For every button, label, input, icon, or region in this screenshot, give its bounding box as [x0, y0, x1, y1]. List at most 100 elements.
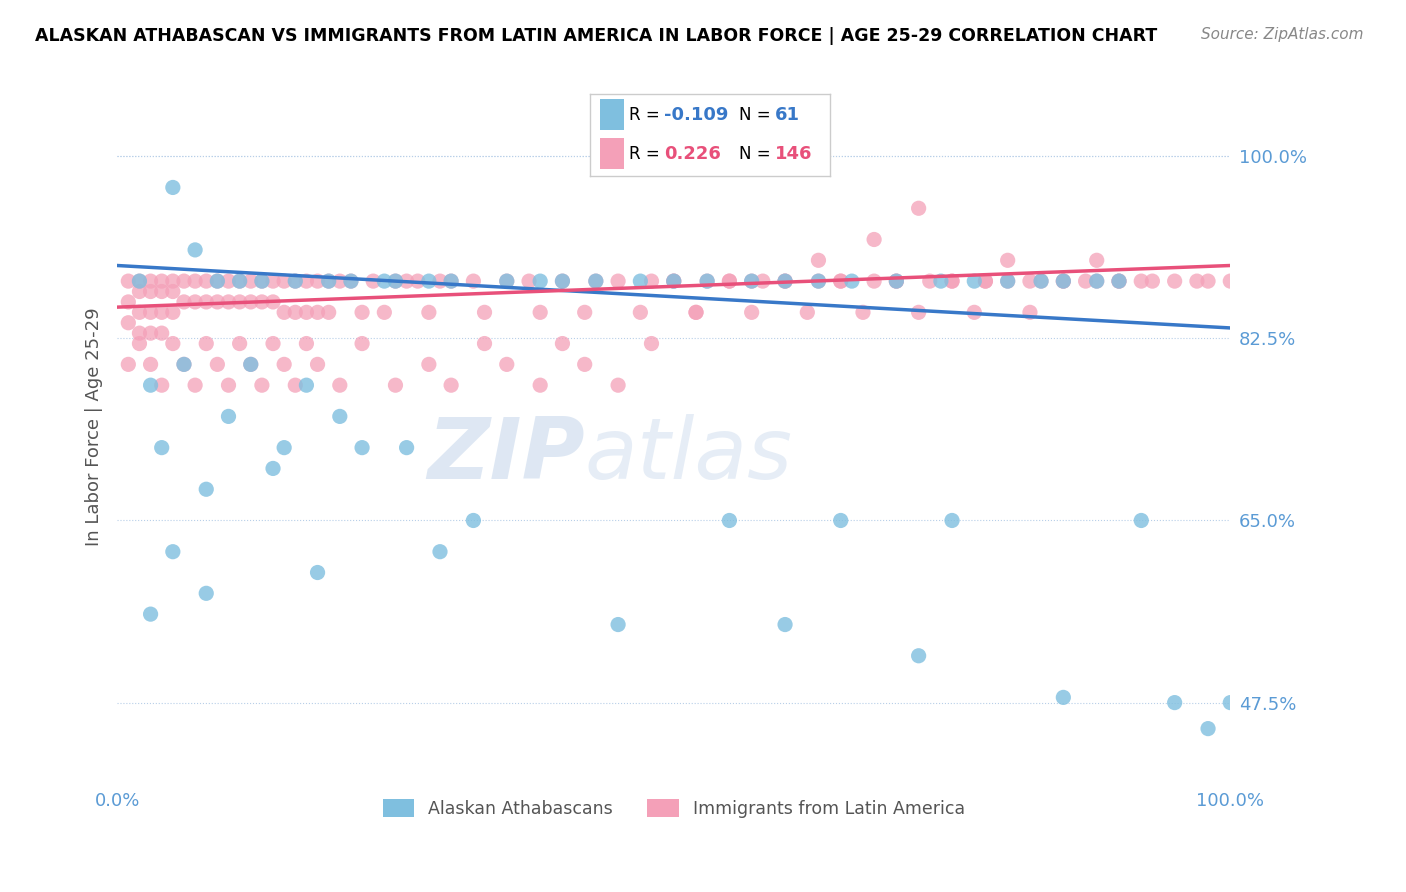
Point — [150, 326, 173, 340]
Point — [117, 294, 139, 309]
Point — [162, 305, 184, 319]
Point — [886, 274, 908, 288]
Point — [318, 305, 340, 319]
Point — [429, 544, 451, 558]
Point — [117, 274, 139, 288]
Point — [628, 274, 651, 288]
Point — [1130, 274, 1153, 288]
Point — [696, 274, 718, 288]
Point — [195, 274, 218, 288]
Point — [907, 305, 929, 319]
Point — [139, 357, 162, 371]
Point — [128, 274, 150, 288]
Point — [886, 274, 908, 288]
Point — [841, 274, 863, 288]
Point — [773, 274, 796, 288]
Point — [418, 357, 440, 371]
Point — [117, 316, 139, 330]
Point — [830, 513, 852, 527]
Point — [284, 378, 307, 392]
Point — [139, 326, 162, 340]
Point — [1085, 274, 1108, 288]
Point — [352, 336, 374, 351]
Point — [1219, 696, 1241, 710]
Point — [284, 274, 307, 288]
Point — [173, 274, 195, 288]
Point — [128, 326, 150, 340]
Point — [228, 274, 250, 288]
Point — [262, 336, 284, 351]
Point — [250, 294, 273, 309]
Point — [352, 305, 374, 319]
Point — [273, 305, 295, 319]
Point — [117, 357, 139, 371]
Point — [551, 274, 574, 288]
Point — [184, 274, 207, 288]
Point — [997, 253, 1019, 268]
Point — [139, 285, 162, 299]
Point — [495, 274, 517, 288]
Point — [1029, 274, 1052, 288]
Point — [150, 285, 173, 299]
Point — [607, 617, 630, 632]
Point — [1052, 274, 1074, 288]
Point — [406, 274, 429, 288]
Point — [1052, 690, 1074, 705]
Point — [863, 232, 886, 246]
Point — [807, 253, 830, 268]
Text: ZIP: ZIP — [427, 414, 585, 497]
Point — [607, 274, 630, 288]
Point — [307, 274, 329, 288]
Point — [440, 274, 463, 288]
Point — [228, 274, 250, 288]
Point — [1019, 305, 1042, 319]
Point — [395, 441, 418, 455]
Point — [1108, 274, 1130, 288]
Point — [250, 274, 273, 288]
Point — [551, 336, 574, 351]
Point — [495, 274, 517, 288]
Point — [773, 274, 796, 288]
Point — [162, 180, 184, 194]
Point — [250, 378, 273, 392]
Point — [517, 274, 540, 288]
Point — [929, 274, 952, 288]
Point — [307, 357, 329, 371]
Point — [974, 274, 997, 288]
Point — [262, 461, 284, 475]
Point — [773, 274, 796, 288]
Point — [162, 274, 184, 288]
Point — [239, 274, 262, 288]
Point — [250, 274, 273, 288]
Point — [463, 274, 485, 288]
Point — [585, 274, 607, 288]
Point — [318, 274, 340, 288]
Point — [384, 274, 406, 288]
Point — [295, 305, 318, 319]
Point — [139, 305, 162, 319]
Point — [685, 305, 707, 319]
Point — [997, 274, 1019, 288]
Point — [218, 294, 240, 309]
Text: atlas: atlas — [585, 414, 793, 497]
Point — [440, 274, 463, 288]
Point — [207, 274, 229, 288]
Point — [1085, 253, 1108, 268]
Point — [128, 285, 150, 299]
Point — [440, 378, 463, 392]
Point — [1163, 696, 1185, 710]
Point — [218, 378, 240, 392]
Point — [529, 378, 551, 392]
Point — [218, 409, 240, 424]
Point — [830, 274, 852, 288]
Point — [941, 513, 963, 527]
Point — [173, 357, 195, 371]
Point — [495, 357, 517, 371]
Point — [974, 274, 997, 288]
Point — [741, 274, 763, 288]
Point — [741, 274, 763, 288]
Point — [361, 274, 384, 288]
Point — [718, 274, 741, 288]
Point — [529, 305, 551, 319]
Point — [529, 274, 551, 288]
